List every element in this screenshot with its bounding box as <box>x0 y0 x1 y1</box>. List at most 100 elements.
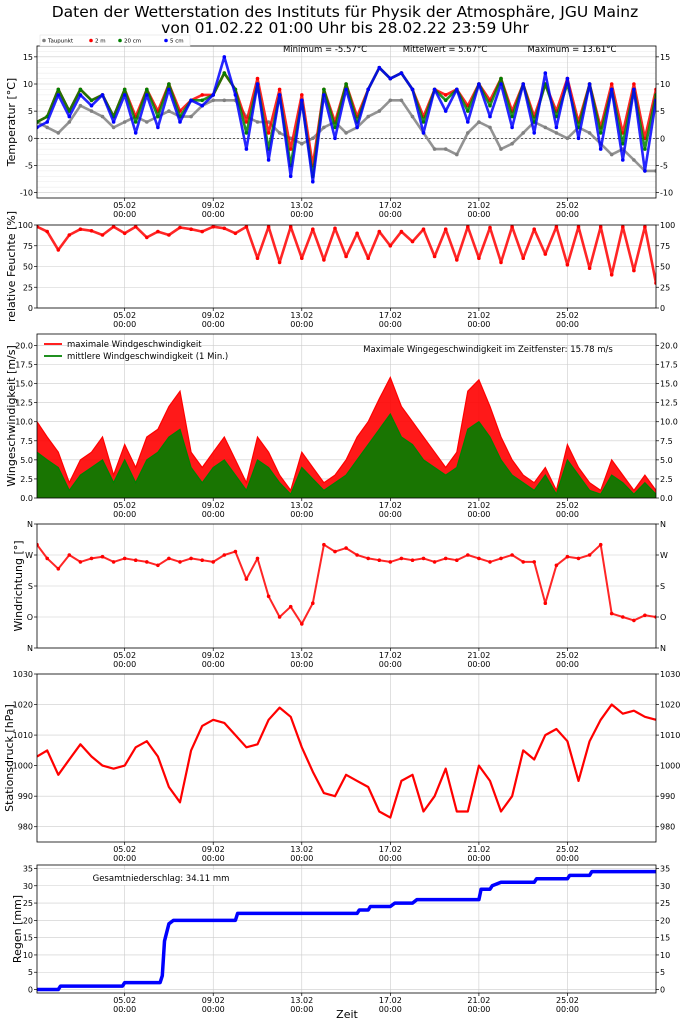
x-tick-label-time: 00:00 <box>202 320 225 329</box>
data-point-20-cm <box>499 76 503 81</box>
series-area-mittlere-windgeschwindigkeit-1-min- <box>37 414 656 498</box>
y-tick-label-left: 1010 <box>13 731 33 740</box>
data-point-5-cm <box>255 82 260 86</box>
data-point-relative-feuchte <box>56 248 61 252</box>
data-point-5-cm <box>300 98 304 103</box>
x-tick-label-time: 00:00 <box>290 320 313 329</box>
y-tick-label-left: O <box>27 613 33 622</box>
y-tick-label-right: 0 <box>660 304 665 313</box>
data-point-relative-feuchte <box>355 231 359 236</box>
data-point-5-cm <box>111 120 116 124</box>
data-point-windrichtung <box>609 611 614 616</box>
y-tick-label-left: 5.0 <box>20 456 33 465</box>
legend-marker <box>89 38 93 43</box>
y-tick-label-right: 10 <box>660 951 670 960</box>
x-tick-label-date: 13.02 <box>290 501 313 510</box>
data-point-windrichtung <box>67 553 72 557</box>
panel-wind_speed: 0.0 0.0 2.5 2.5 5.0 5.0 7.5 7.5 10.0 10.0 12.5 12.5… <box>5 333 678 519</box>
data-point-5-cm <box>466 120 470 124</box>
data-point-windrichtung <box>78 560 83 564</box>
x-tick-label-date: 25.02 <box>556 311 579 320</box>
data-point-windrichtung <box>211 560 215 564</box>
data-point-relative-feuchte <box>521 256 525 261</box>
y-tick-label-left: 75 <box>23 242 33 251</box>
data-point-relative-feuchte <box>266 225 271 229</box>
data-point-taupunkt <box>377 109 382 113</box>
x-tick-label-time: 00:00 <box>467 854 490 863</box>
plot-frame <box>36 864 657 994</box>
data-point-5-cm <box>609 87 614 92</box>
data-point-5-cm <box>156 125 160 130</box>
y-tick-label-right: 1030 <box>660 670 680 679</box>
panel-wind_direction: N NO OS SW WN N05.0200:0009.0200:0013.0200:00… <box>12 520 668 669</box>
data-point-windrichtung <box>37 542 39 547</box>
x-tick-label-date: 17.02 <box>379 651 402 660</box>
series-group <box>37 542 656 626</box>
legend-label: Taupunkt <box>47 39 74 45</box>
data-point-relative-feuchte <box>587 266 592 271</box>
y-tick-label-left: N <box>27 520 33 529</box>
y-tick-label-left: -10 <box>20 189 33 198</box>
data-point-windrichtung <box>388 560 393 564</box>
x-tick-label-time: 00:00 <box>379 1005 402 1014</box>
x-tick-label-date: 17.02 <box>379 845 402 854</box>
y-axis-label-temperature: Temperatur [°C] <box>5 78 18 167</box>
data-point-relative-feuchte <box>322 258 326 262</box>
y-tick-label-right: 30 <box>660 882 670 891</box>
annotation-bg <box>92 870 230 885</box>
series-line-stationsdruck <box>37 703 656 819</box>
y-axis-label-wind_direction: Windrichtung [°] <box>12 540 25 631</box>
data-point-5-cm <box>244 147 249 151</box>
data-point-windrichtung <box>322 542 326 547</box>
series-line-regen <box>37 869 656 992</box>
annotation-temperature: Maximum = 13.61°C <box>528 45 617 55</box>
plot-frame <box>36 224 657 309</box>
data-point-windrichtung <box>255 556 260 561</box>
y-tick-label-left: 0.0 <box>20 494 33 503</box>
data-point-5-cm <box>554 125 559 130</box>
annotation-temperature: Minimum = -5.57°C <box>283 45 367 55</box>
data-point-relative-feuchte <box>233 231 238 236</box>
data-point-windrichtung <box>432 560 437 564</box>
data-point-20-cm <box>443 98 448 103</box>
x-tick-label-date: 25.02 <box>556 501 579 510</box>
x-tick-label-date: 25.02 <box>556 651 579 660</box>
data-point-5-cm <box>222 55 227 59</box>
y-tick-label-right: N <box>660 520 666 529</box>
y-tick-label-right: 100 <box>660 221 675 230</box>
data-point-20-cm <box>598 131 603 135</box>
data-point-5-cm <box>499 82 503 86</box>
data-point-2-m <box>288 147 293 151</box>
data-point-taupunkt <box>189 114 193 119</box>
y-tick-label-right: 20.0 <box>660 341 678 350</box>
y-tick-label-right: -5 <box>660 161 668 170</box>
y-tick-label-left: 25 <box>23 283 33 292</box>
data-point-relative-feuchte <box>576 225 581 229</box>
data-point-windrichtung <box>100 554 105 559</box>
data-point-taupunkt <box>45 125 49 130</box>
data-point-relative-feuchte <box>654 281 656 285</box>
data-point-taupunkt <box>122 120 127 124</box>
data-point-windrichtung <box>532 560 536 564</box>
data-point-2-m <box>609 82 614 86</box>
data-point-20-cm <box>37 120 39 124</box>
data-point-5-cm <box>277 93 282 97</box>
data-point-5-cm <box>443 109 448 113</box>
y-tick-label-right: 12.5 <box>660 399 678 408</box>
x-tick-label-date: 25.02 <box>556 996 579 1005</box>
data-point-5-cm <box>322 93 326 97</box>
data-point-2-m <box>632 82 636 86</box>
data-point-windrichtung <box>56 567 61 571</box>
data-point-5-cm <box>200 103 204 108</box>
data-point-taupunkt <box>255 120 260 124</box>
x-tick-label-date: 13.02 <box>290 201 313 210</box>
data-point-5-cm <box>598 147 603 151</box>
data-point-windrichtung <box>333 549 337 554</box>
data-point-relative-feuchte <box>388 244 393 248</box>
data-point-5-cm <box>178 120 182 124</box>
x-tick-label-time: 00:00 <box>202 1005 225 1014</box>
data-point-5-cm <box>333 136 337 141</box>
data-point-windrichtung <box>466 553 470 557</box>
